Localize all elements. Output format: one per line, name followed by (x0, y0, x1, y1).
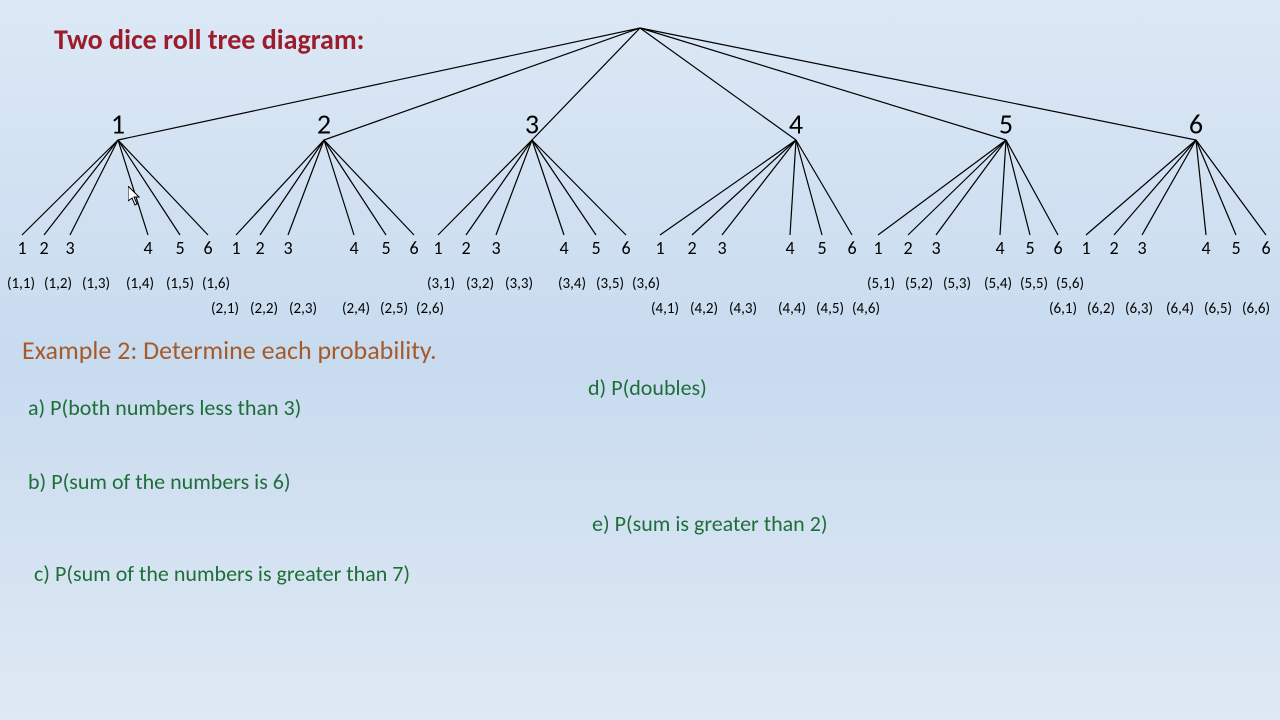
die1-label-6: 6 (1189, 107, 1203, 142)
die2-label-2-5: 5 (381, 237, 390, 259)
outcome-3-6: (3,6) (632, 275, 660, 293)
die2-label-6-2: 2 (1109, 237, 1118, 259)
die2-label-5-4: 4 (995, 237, 1004, 259)
outcome-2-1: (2,1) (211, 300, 239, 318)
die2-label-1-3: 3 (65, 237, 74, 259)
outcome-1-4: (1,4) (126, 275, 154, 293)
outcome-3-3: (3,3) (505, 275, 533, 293)
outcome-6-2: (6,2) (1087, 300, 1115, 318)
outcome-3-5: (3,5) (596, 275, 624, 293)
die1-label-1: 1 (111, 107, 125, 142)
outcome-3-1: (3,1) (427, 275, 455, 293)
die2-label-2-1: 1 (231, 237, 240, 259)
die2-label-4-2: 2 (687, 237, 696, 259)
outcome-5-3: (5,3) (943, 275, 971, 293)
outcome-6-1: (6,1) (1049, 300, 1077, 318)
die2-label-6-4: 4 (1201, 237, 1210, 259)
die2-label-1-1: 1 (17, 237, 26, 259)
outcome-6-5: (6,5) (1204, 300, 1232, 318)
outcome-1-3: (1,3) (82, 275, 110, 293)
outcome-4-3: (4,3) (729, 300, 757, 318)
die2-label-2-4: 4 (349, 237, 358, 259)
die2-label-5-3: 3 (931, 237, 940, 259)
die2-label-3-1: 1 (433, 237, 442, 259)
die2-label-3-4: 4 (559, 237, 568, 259)
question-b: b) P(sum of the numbers is 6) (28, 468, 291, 495)
die2-label-5-1: 1 (873, 237, 882, 259)
die1-label-3: 3 (525, 107, 539, 142)
question-e: e) P(sum is greater than 2) (592, 510, 828, 537)
die2-label-6-6: 6 (1261, 237, 1270, 259)
outcome-4-2: (4,2) (690, 300, 718, 318)
die2-label-1-2: 2 (39, 237, 48, 259)
outcome-3-4: (3,4) (558, 275, 586, 293)
outcome-5-6: (5,6) (1056, 275, 1084, 293)
die2-label-5-2: 2 (903, 237, 912, 259)
die1-label-5: 5 (999, 107, 1013, 142)
die2-label-2-6: 6 (409, 237, 418, 259)
outcome-3-2: (3,2) (466, 275, 494, 293)
die2-label-4-5: 5 (817, 237, 826, 259)
outcome-1-6: (1,6) (202, 275, 230, 293)
die2-label-6-1: 1 (1081, 237, 1090, 259)
outcome-4-4: (4,4) (778, 300, 806, 318)
die2-label-3-6: 6 (621, 237, 630, 259)
die2-label-1-6: 6 (203, 237, 212, 259)
die2-label-4-3: 3 (717, 237, 726, 259)
outcome-2-4: (2,4) (342, 300, 370, 318)
outcome-4-5: (4,5) (816, 300, 844, 318)
die2-label-5-5: 5 (1025, 237, 1034, 259)
die2-label-4-1: 1 (655, 237, 664, 259)
outcome-4-1: (4,1) (651, 300, 679, 318)
die2-label-6-3: 3 (1137, 237, 1146, 259)
outcome-2-3: (2,3) (289, 300, 317, 318)
outcome-1-5: (1,5) (166, 275, 194, 293)
outcome-5-4: (5,4) (984, 275, 1012, 293)
question-c: c) P(sum of the numbers is greater than … (34, 560, 410, 587)
example-heading: Example 2: Determine each probability. (22, 334, 437, 366)
die2-label-3-2: 2 (461, 237, 470, 259)
die2-label-2-3: 3 (283, 237, 292, 259)
outcome-5-1: (5,1) (867, 275, 895, 293)
outcome-2-6: (2,6) (416, 300, 444, 318)
outcome-6-3: (6,3) (1125, 300, 1153, 318)
die2-label-1-4: 4 (143, 237, 152, 259)
question-d: d) P(doubles) (588, 374, 707, 401)
question-a: a) P(both numbers less than 3) (28, 394, 301, 421)
outcome-4-6: (4,6) (852, 300, 880, 318)
die2-label-4-6: 6 (847, 237, 856, 259)
outcome-6-4: (6,4) (1166, 300, 1194, 318)
outcome-5-2: (5,2) (905, 275, 933, 293)
die2-label-3-5: 5 (591, 237, 600, 259)
outcome-6-6: (6,6) (1242, 300, 1270, 318)
outcome-1-2: (1,2) (44, 275, 72, 293)
outcome-2-5: (2,5) (380, 300, 408, 318)
die2-label-2-2: 2 (255, 237, 264, 259)
die2-label-5-6: 6 (1053, 237, 1062, 259)
die1-label-4: 4 (789, 107, 803, 142)
outcome-1-1: (1,1) (7, 275, 35, 293)
die2-label-1-5: 5 (175, 237, 184, 259)
die1-label-2: 2 (317, 107, 331, 142)
die2-label-6-5: 5 (1231, 237, 1240, 259)
outcome-5-5: (5,5) (1020, 275, 1048, 293)
outcome-2-2: (2,2) (250, 300, 278, 318)
die2-label-3-3: 3 (491, 237, 500, 259)
die2-label-4-4: 4 (785, 237, 794, 259)
